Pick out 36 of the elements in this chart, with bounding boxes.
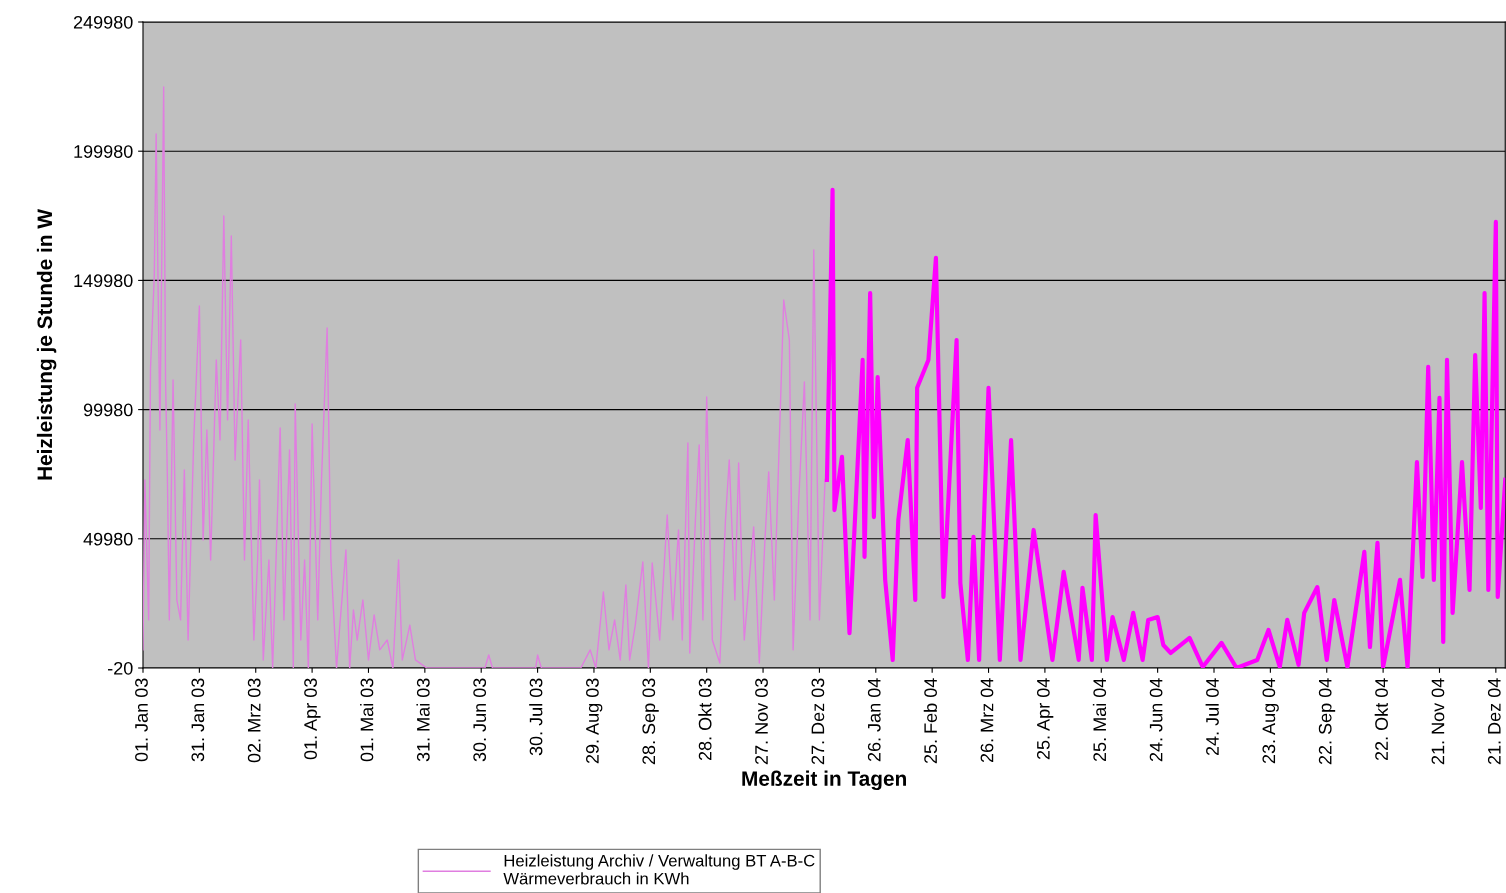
x-tick-label: 27. Dez 03 <box>811 678 825 765</box>
x-tick-label: 26. Mrz 04 <box>980 678 994 763</box>
x-tick-label: 28. Okt 03 <box>698 678 712 761</box>
x-tick-label: 26. Jan 04 <box>867 678 881 762</box>
line-series <box>143 86 826 668</box>
y-tick-label: 99980 <box>83 403 133 417</box>
x-tick-label: 21. Dez 04 <box>1487 678 1501 765</box>
x-tick-label: 25. Apr 04 <box>1036 678 1054 760</box>
x-tick-label: 24. Jul 04 <box>1205 678 1219 756</box>
x-tick-label: 01. Mai 03 <box>360 678 374 762</box>
y-tick-label: -20 <box>107 661 133 675</box>
x-tick-label: 25. Feb 04 <box>923 678 938 764</box>
x-tick-label: 01. Jan 03 <box>135 678 148 762</box>
x-tick-label: 30. Jul 03 <box>529 678 543 756</box>
line-series <box>824 187 1506 668</box>
y-tick-label: 49980 <box>83 532 133 546</box>
x-tick-label: 31. Jan 03 <box>191 678 205 762</box>
x-tick-label: 22. Sep 04 <box>1318 678 1336 765</box>
legend-label: Heizleistung Archiv / Verwaltung BT A-B-C Wärmeverbrauch in KWh <box>503 854 815 885</box>
x-tick-label: 28. Sep 03 <box>642 678 659 765</box>
y-tick-label: 149980 <box>74 274 133 288</box>
x-tick-label: 25. Mai 04 <box>1092 678 1107 762</box>
x-tick-label: 30. Jun 03 <box>473 678 487 762</box>
y-tick-label: 199980 <box>74 145 133 158</box>
x-tick-label: 01. Apr 03 <box>304 678 321 760</box>
y-tick-label: 249980 <box>73 15 133 29</box>
x-tick-label: 23. Aug 04 <box>1262 678 1279 764</box>
x-tick-label: 27. Nov 03 <box>755 678 768 765</box>
x-tick-label: 31. Mai 03 <box>416 678 430 762</box>
x-tick-label: 22. Okt 04 <box>1374 678 1388 761</box>
y-axis-title: Heizleistung je Stunde in W <box>36 209 57 480</box>
x-tick-label: 29. Aug 03 <box>586 678 603 764</box>
x-tick-label: 02. Mrz 03 <box>247 678 261 763</box>
x-axis-title: Meßzeit in Tagen <box>742 770 906 791</box>
x-tick-label: 21. Nov 04 <box>1431 678 1445 765</box>
x-tick-label: 24. Jun 04 <box>1149 678 1163 762</box>
